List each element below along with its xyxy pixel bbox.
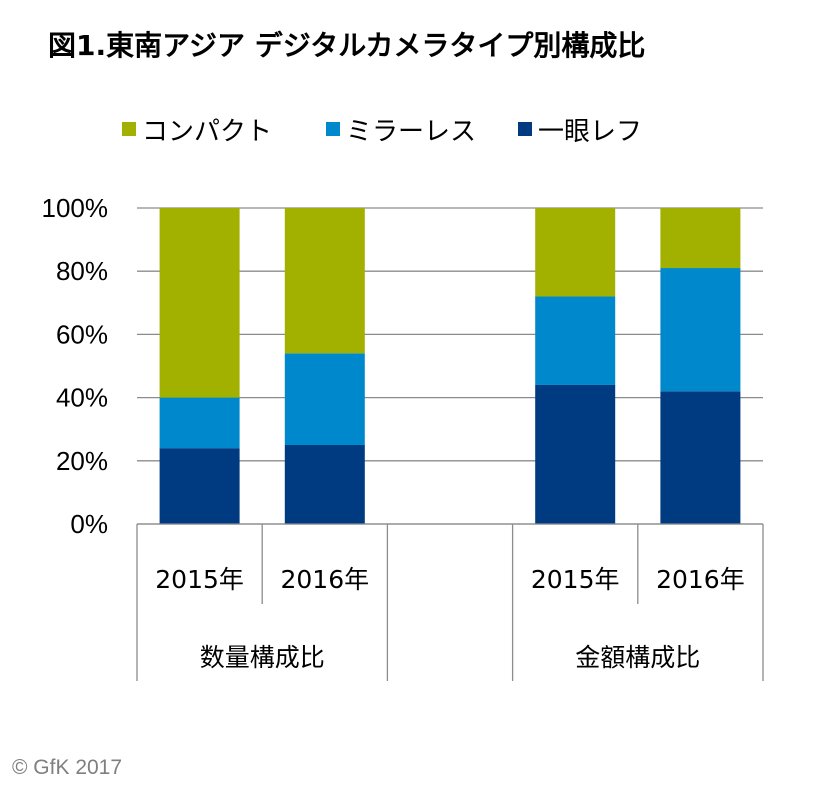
x-tick-label: 2016年: [280, 565, 369, 594]
bar-segment: [660, 391, 741, 524]
legend-item-compact: コンパクト: [122, 112, 273, 147]
legend-label-mirrorless: ミラーレス: [346, 116, 477, 147]
x-group-label: 金額構成比: [575, 643, 700, 672]
bar-segment: [660, 208, 741, 269]
bar-segment: [535, 208, 616, 297]
legend-swatch-mirrorless: [326, 122, 340, 136]
x-tick-label: 2016年: [656, 565, 745, 594]
bar-segment: [284, 353, 365, 445]
bar-segment: [660, 268, 741, 392]
x-group-label: 数量構成比: [200, 643, 325, 672]
y-tick-label: 0%: [70, 509, 108, 539]
x-tick-label: 2015年: [531, 565, 620, 594]
legend-label-compact: コンパクト: [142, 116, 273, 147]
legend-swatch-compact: [122, 122, 136, 136]
legend-swatch-dslr: [518, 122, 532, 136]
x-tick-label: 2015年: [155, 565, 244, 594]
y-tick-label: 40%: [56, 383, 108, 413]
y-tick-label: 60%: [56, 319, 108, 349]
bar-segment: [284, 208, 365, 354]
y-tick-label: 20%: [56, 446, 108, 476]
legend-label-dslr: 一眼レフ: [538, 116, 643, 147]
y-tick-label: 80%: [56, 256, 108, 286]
y-tick-label: 100%: [42, 193, 109, 223]
bar-segment: [535, 384, 616, 524]
bar-segment: [159, 208, 240, 398]
bar-segment: [535, 296, 616, 385]
bar-segment: [159, 448, 240, 524]
copyright-notice: © GfK 2017: [12, 756, 123, 779]
legend-item-dslr: 一眼レフ: [518, 112, 643, 147]
legend-item-mirrorless: ミラーレス: [326, 112, 477, 147]
bar-segment: [284, 445, 365, 524]
chart-title: 図1.東南アジア デジタルカメラタイプ別構成比: [48, 29, 646, 62]
bar-segment: [159, 397, 240, 449]
